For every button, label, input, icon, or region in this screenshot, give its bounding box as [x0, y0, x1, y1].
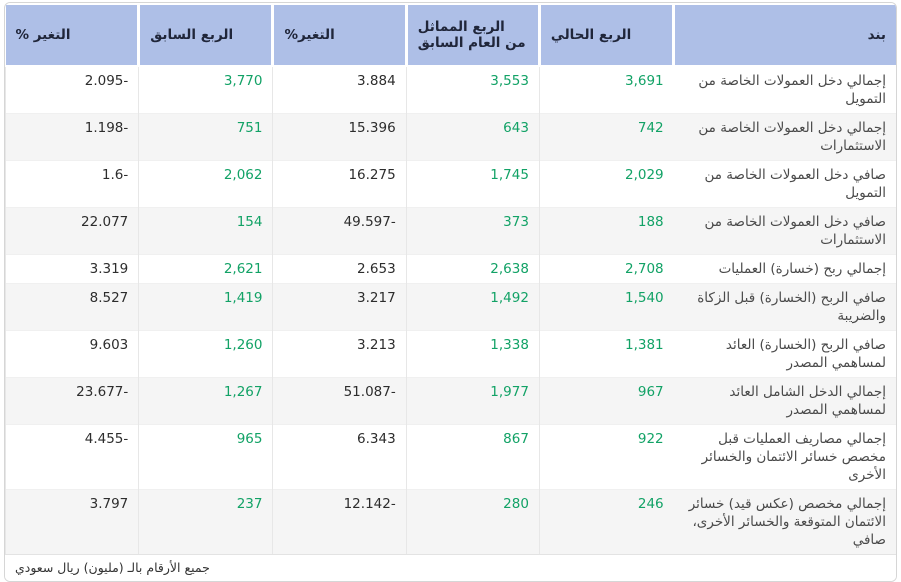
value-cell-previous-quarter: 2,621 — [138, 254, 273, 284]
table-row: إجمالي دخل العمولات الخاصة من الاستثمارا… — [5, 113, 896, 161]
quarterly-financial-results-panel: بند الربع الحالي الربع المماثل من العام … — [4, 2, 897, 582]
item-cell: صافي الربح (الخسارة) العائد لمساهمي المص… — [673, 330, 896, 378]
value-cell-change-vs-previous-quarter: 9.603 — [5, 330, 139, 378]
value-cell-previous-quarter: 1,260 — [138, 330, 273, 378]
value-cell-change-vs-same-quarter: 51.087- — [272, 377, 407, 425]
table-row: صافي دخل العمولات الخاصة من التمويل 2,029… — [5, 160, 896, 208]
value-cell-current-quarter: 246 — [538, 489, 674, 554]
value-cell-same-quarter-last-year: 2,638 — [405, 254, 540, 284]
value-cell-same-quarter-last-year: 280 — [405, 489, 540, 554]
item-cell: إجمالي ربح (خسارة) العمليات — [673, 254, 896, 284]
value-cell-change-vs-previous-quarter: 3.319 — [5, 254, 139, 284]
item-cell: إجمالي دخل العمولات الخاصة من التمويل — [673, 66, 896, 114]
item-cell: إجمالي دخل العمولات الخاصة من الاستثمارا… — [673, 113, 896, 161]
value-cell-change-vs-same-quarter: 3.217 — [272, 283, 407, 331]
item-cell: صافي دخل العمولات الخاصة من الاستثمارات — [673, 207, 896, 255]
item-cell: إجمالي مخصص (عكس قيد) خسائر الائتمان الم… — [673, 489, 896, 554]
units-footnote: جميع الأرقام بالـ (مليون) ريال سعودي — [5, 554, 896, 581]
value-cell-previous-quarter: 154 — [138, 207, 273, 255]
value-cell-previous-quarter: 751 — [138, 113, 273, 161]
value-cell-change-vs-previous-quarter: 2.095- — [5, 66, 139, 114]
value-cell-same-quarter-last-year: 867 — [405, 424, 540, 490]
item-cell: إجمالي مصاريف العمليات قبل مخصص خسائر ال… — [673, 424, 896, 490]
value-cell-current-quarter: 967 — [538, 377, 674, 425]
value-cell-previous-quarter: 3,770 — [138, 66, 273, 114]
value-cell-current-quarter: 1,540 — [538, 283, 674, 331]
value-cell-change-vs-same-quarter: 3.884 — [272, 66, 407, 114]
column-header-change-yoy: التغير% — [272, 3, 408, 67]
value-cell-change-vs-same-quarter: 6.343 — [272, 424, 407, 490]
value-cell-change-vs-previous-quarter: 8.527 — [5, 283, 139, 331]
value-cell-change-vs-same-quarter: 12.142- — [272, 489, 407, 554]
item-cell: صافي دخل العمولات الخاصة من التمويل — [673, 160, 896, 208]
table-row: صافي دخل العمولات الخاصة من الاستثمارات 1… — [5, 207, 896, 255]
value-cell-current-quarter: 742 — [538, 113, 674, 161]
column-header-change-qoq: التغير % — [5, 3, 141, 67]
header-row: بند الربع الحالي الربع المماثل من العام … — [5, 3, 896, 67]
value-cell-same-quarter-last-year: 1,492 — [405, 283, 540, 331]
value-cell-same-quarter-last-year: 3,553 — [405, 66, 540, 114]
value-cell-change-vs-previous-quarter: 1.6- — [5, 160, 139, 208]
value-cell-change-vs-previous-quarter: 4.455- — [5, 424, 139, 490]
value-cell-previous-quarter: 1,267 — [138, 377, 273, 425]
value-cell-current-quarter: 188 — [538, 207, 674, 255]
value-cell-change-vs-previous-quarter: 23.677- — [5, 377, 139, 425]
column-header-same-quarter-last-year: الربع المماثل من العام السابق — [406, 3, 541, 67]
value-cell-previous-quarter: 965 — [138, 424, 273, 490]
value-cell-previous-quarter: 1,419 — [138, 283, 273, 331]
value-cell-change-vs-same-quarter: 2.653 — [272, 254, 407, 284]
value-cell-change-vs-same-quarter: 15.396 — [272, 113, 407, 161]
value-cell-change-vs-same-quarter: 16.275 — [272, 160, 407, 208]
column-header-current-quarter: الربع الحالي — [539, 3, 676, 67]
table-row: إجمالي ربح (خسارة) العمليات 2,708 2,638 2.6… — [5, 254, 896, 284]
value-cell-same-quarter-last-year: 1,745 — [405, 160, 540, 208]
value-cell-change-vs-same-quarter: 3.213 — [272, 330, 407, 378]
value-cell-previous-quarter: 237 — [138, 489, 273, 554]
value-cell-current-quarter: 3,691 — [538, 66, 674, 114]
item-cell: صافي الربح (الخسارة) قبل الزكاة والضريبة — [673, 283, 896, 331]
value-cell-current-quarter: 2,708 — [538, 254, 674, 284]
value-cell-current-quarter: 2,029 — [538, 160, 674, 208]
table-row: إجمالي مخصص (عكس قيد) خسائر الائتمان الم… — [5, 489, 896, 554]
value-cell-same-quarter-last-year: 1,338 — [405, 330, 540, 378]
table-body: إجمالي دخل العمولات الخاصة من التمويل 3,6… — [5, 66, 896, 554]
column-header-item: بند — [673, 3, 896, 67]
value-cell-change-vs-previous-quarter: 3.797 — [5, 489, 139, 554]
value-cell-current-quarter: 1,381 — [538, 330, 674, 378]
value-cell-change-vs-previous-quarter: 1.198- — [5, 113, 139, 161]
value-cell-same-quarter-last-year: 1,977 — [405, 377, 540, 425]
quarterly-results-table: بند الربع الحالي الربع المماثل من العام … — [5, 3, 896, 554]
value-cell-same-quarter-last-year: 643 — [405, 113, 540, 161]
value-cell-previous-quarter: 2,062 — [138, 160, 273, 208]
value-cell-current-quarter: 922 — [538, 424, 674, 490]
value-cell-same-quarter-last-year: 373 — [405, 207, 540, 255]
column-header-previous-quarter: الربع السابق — [138, 3, 275, 67]
value-cell-change-vs-previous-quarter: 22.077 — [5, 207, 139, 255]
table-row: صافي الربح (الخسارة) العائد لمساهمي المص… — [5, 330, 896, 378]
table-row: إجمالي الدخل الشامل العائد لمساهمي المصد… — [5, 377, 896, 425]
table-row: صافي الربح (الخسارة) قبل الزكاة والضريبة… — [5, 283, 896, 331]
item-cell: إجمالي الدخل الشامل العائد لمساهمي المصد… — [673, 377, 896, 425]
table-row: إجمالي دخل العمولات الخاصة من التمويل 3,6… — [5, 66, 896, 114]
value-cell-change-vs-same-quarter: 49.597- — [272, 207, 407, 255]
table-row: إجمالي مصاريف العمليات قبل مخصص خسائر ال… — [5, 424, 896, 490]
